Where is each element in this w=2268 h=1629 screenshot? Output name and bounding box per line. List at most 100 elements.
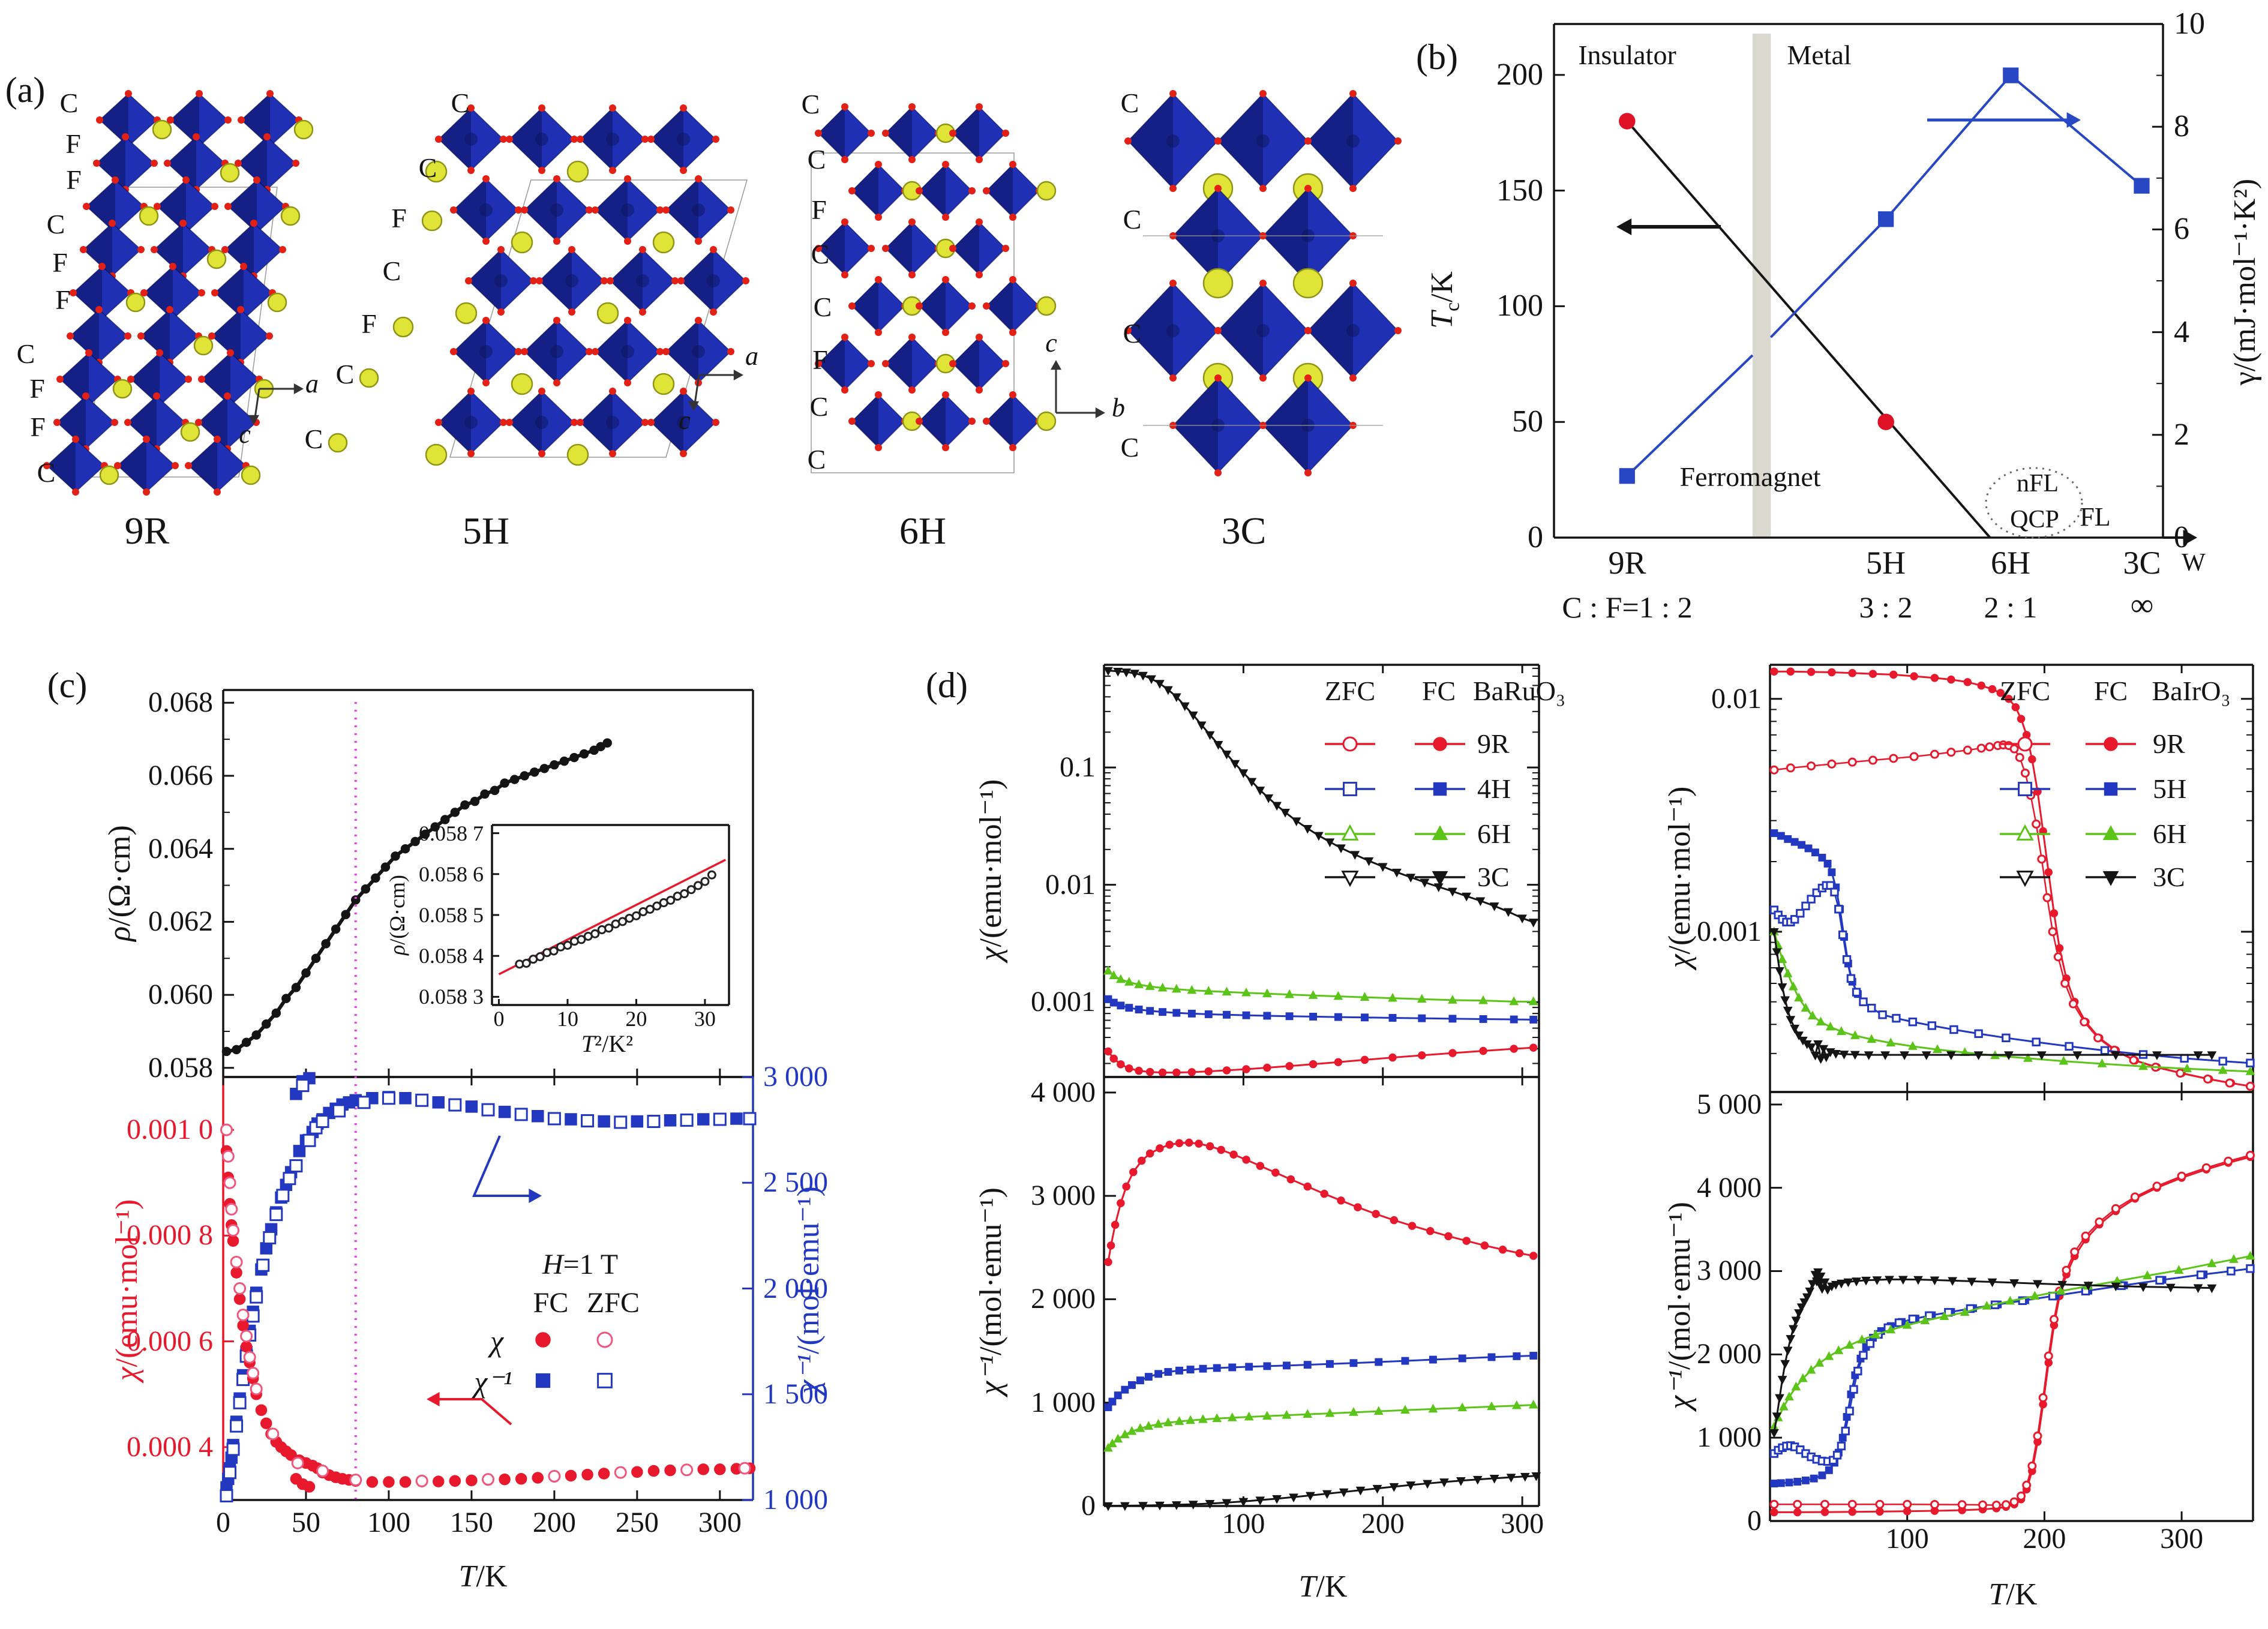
tick-label: 200 xyxy=(2023,1523,2066,1555)
tick-label: 2 500 xyxy=(763,1166,828,1199)
tick-label: 2 xyxy=(2174,417,2189,452)
c-legend-chi: χ xyxy=(490,1324,503,1358)
layer-label-5H: C xyxy=(335,359,355,389)
d-ru-chi-y-title: χ/(emu·mol⁻¹) xyxy=(974,779,1008,961)
d-right-legend-row-5H: 5H xyxy=(2153,773,2187,804)
b-cat-3C: 3C xyxy=(2123,545,2161,581)
d-right-legend-material: BaIrO₃ xyxy=(2152,676,2231,706)
tick-label: 0.058 3 xyxy=(419,985,484,1009)
tick-label: 300 xyxy=(1501,1508,1544,1540)
tick-label: 0.064 xyxy=(148,832,213,865)
tick-label: 0.001 xyxy=(1697,915,1762,947)
tick-label: 100 xyxy=(1222,1508,1265,1540)
region-nfl: nFL xyxy=(2016,470,2059,497)
layer-label-6H: C xyxy=(807,144,826,175)
tick-label: 0.068 xyxy=(148,686,213,719)
c-legend-zfc: ZFC xyxy=(586,1287,640,1319)
tick-label: 3 000 xyxy=(763,1061,828,1093)
tick-label: 1 000 xyxy=(763,1484,828,1516)
layer-label-5H: F xyxy=(361,308,377,339)
tick-label: 8 xyxy=(2174,109,2189,144)
layer-label-9R: F xyxy=(52,247,68,278)
region-insulator: Insulator xyxy=(1578,40,1676,70)
panel-b-label: (b) xyxy=(1416,37,1458,77)
tick-label: 300 xyxy=(698,1507,742,1538)
tick-label: 0.060 xyxy=(148,979,213,1011)
tick-label: 150 xyxy=(1496,173,1543,208)
c-inset-y-title: ρ/(Ω·cm) xyxy=(385,875,409,955)
tick-label: 0.058 xyxy=(148,1051,213,1084)
d-left-legend-row-3C: 3C xyxy=(1477,862,1510,892)
layer-label-5H: F xyxy=(391,203,407,233)
tick-label: 20 xyxy=(625,1007,647,1031)
tick-label: 0.1 xyxy=(1060,751,1096,784)
c-legend-field: H=1 T xyxy=(542,1249,619,1280)
d-right-legend-row-3C: 3C xyxy=(2153,862,2185,892)
tick-label: 200 xyxy=(1496,57,1543,92)
layer-label-5H: C xyxy=(304,424,323,454)
layer-label-6H: C xyxy=(801,89,820,119)
b-cat-5H: 5H xyxy=(1866,545,1906,581)
layer-label-6H: F xyxy=(811,194,827,225)
tick-label: 0 xyxy=(1528,520,1543,554)
layer-label-6H: F xyxy=(812,344,828,375)
axis-b-label: b xyxy=(1112,393,1125,422)
layer-label-3C: C xyxy=(1123,204,1142,235)
tick-label: 0 xyxy=(1747,1505,1762,1537)
layer-label-6H: C xyxy=(813,292,832,322)
tick-label: 0 xyxy=(216,1507,230,1538)
d-ir-chiinv-y-title: χ⁻¹/(mol·emu⁻¹) xyxy=(1663,1202,1697,1409)
x-axis-w-label: W xyxy=(2182,549,2206,577)
tick-label: 4 000 xyxy=(1697,1171,1762,1204)
tick-label: 0.000 6 xyxy=(127,1325,213,1357)
layer-label-3C: C xyxy=(1120,432,1139,463)
tick-label: 1 000 xyxy=(1031,1386,1096,1418)
b-ratio-3C: ∞ xyxy=(2130,587,2154,623)
d-left-legend-zfc: ZFC xyxy=(1324,676,1376,706)
structure-title-9R: 9R xyxy=(124,509,170,552)
structure-title-6H: 6H xyxy=(899,509,947,552)
axis-c-label: c xyxy=(679,406,691,435)
layer-label-5H: C xyxy=(451,88,470,118)
panel-c-label: (c) xyxy=(47,665,88,705)
d-left-legend-material: BaRuO₃ xyxy=(1472,676,1566,706)
layer-label-6H: C xyxy=(811,239,830,269)
d-ir-x-title: T/K xyxy=(1988,1577,2038,1612)
tick-label: 0 xyxy=(2174,520,2189,554)
c-chiinv-y-title: χ⁻¹/(mol·emu⁻¹) xyxy=(791,1186,826,1394)
structure-title-3C: 3C xyxy=(1221,509,1267,552)
tick-label: 300 xyxy=(2160,1523,2204,1555)
tick-label: 0.058 6 xyxy=(419,862,484,886)
layer-label-6H: C xyxy=(807,444,826,475)
tick-label: 0.058 4 xyxy=(419,944,484,968)
tick-label: 0 xyxy=(1081,1490,1096,1522)
tick-label: 1 500 xyxy=(763,1378,828,1410)
tick-label: 0.058 7 xyxy=(419,821,484,845)
layer-label-9R: C xyxy=(37,457,56,488)
c-inset-x-title: T²/K² xyxy=(581,1030,634,1057)
b-ratio-5H: 3 : 2 xyxy=(1859,590,1913,624)
layer-label-3C: C xyxy=(1120,88,1139,118)
tick-label: 200 xyxy=(1361,1508,1405,1540)
tick-label: 10 xyxy=(556,1007,578,1031)
layer-label-5H: C xyxy=(382,256,401,286)
axis-c-label: c xyxy=(239,419,251,449)
d-left-legend-row-4H: 4H xyxy=(1477,773,1511,804)
tick-label: 0.000 8 xyxy=(127,1219,213,1252)
tick-label: 50 xyxy=(1512,404,1543,439)
layer-label-9R: C xyxy=(46,209,65,239)
c-top-y-title: ρ/(Ω·cm) xyxy=(103,825,137,941)
tick-label: 100 xyxy=(1496,289,1543,323)
layer-label-9R: F xyxy=(30,412,46,442)
layer-label-9R: C xyxy=(59,88,79,118)
tick-label: 200 xyxy=(532,1507,576,1538)
layer-label-6H: C xyxy=(809,391,829,422)
tick-label: 3 000 xyxy=(1697,1255,1762,1287)
tick-label: 250 xyxy=(615,1507,659,1538)
d-left-legend-fc: FC xyxy=(1421,676,1456,706)
tick-label: 0.062 xyxy=(148,905,213,938)
c-legend-fc: FC xyxy=(533,1287,569,1319)
tick-label: 0.066 xyxy=(148,759,213,791)
d-ru-x-title: T/K xyxy=(1298,1570,1348,1604)
